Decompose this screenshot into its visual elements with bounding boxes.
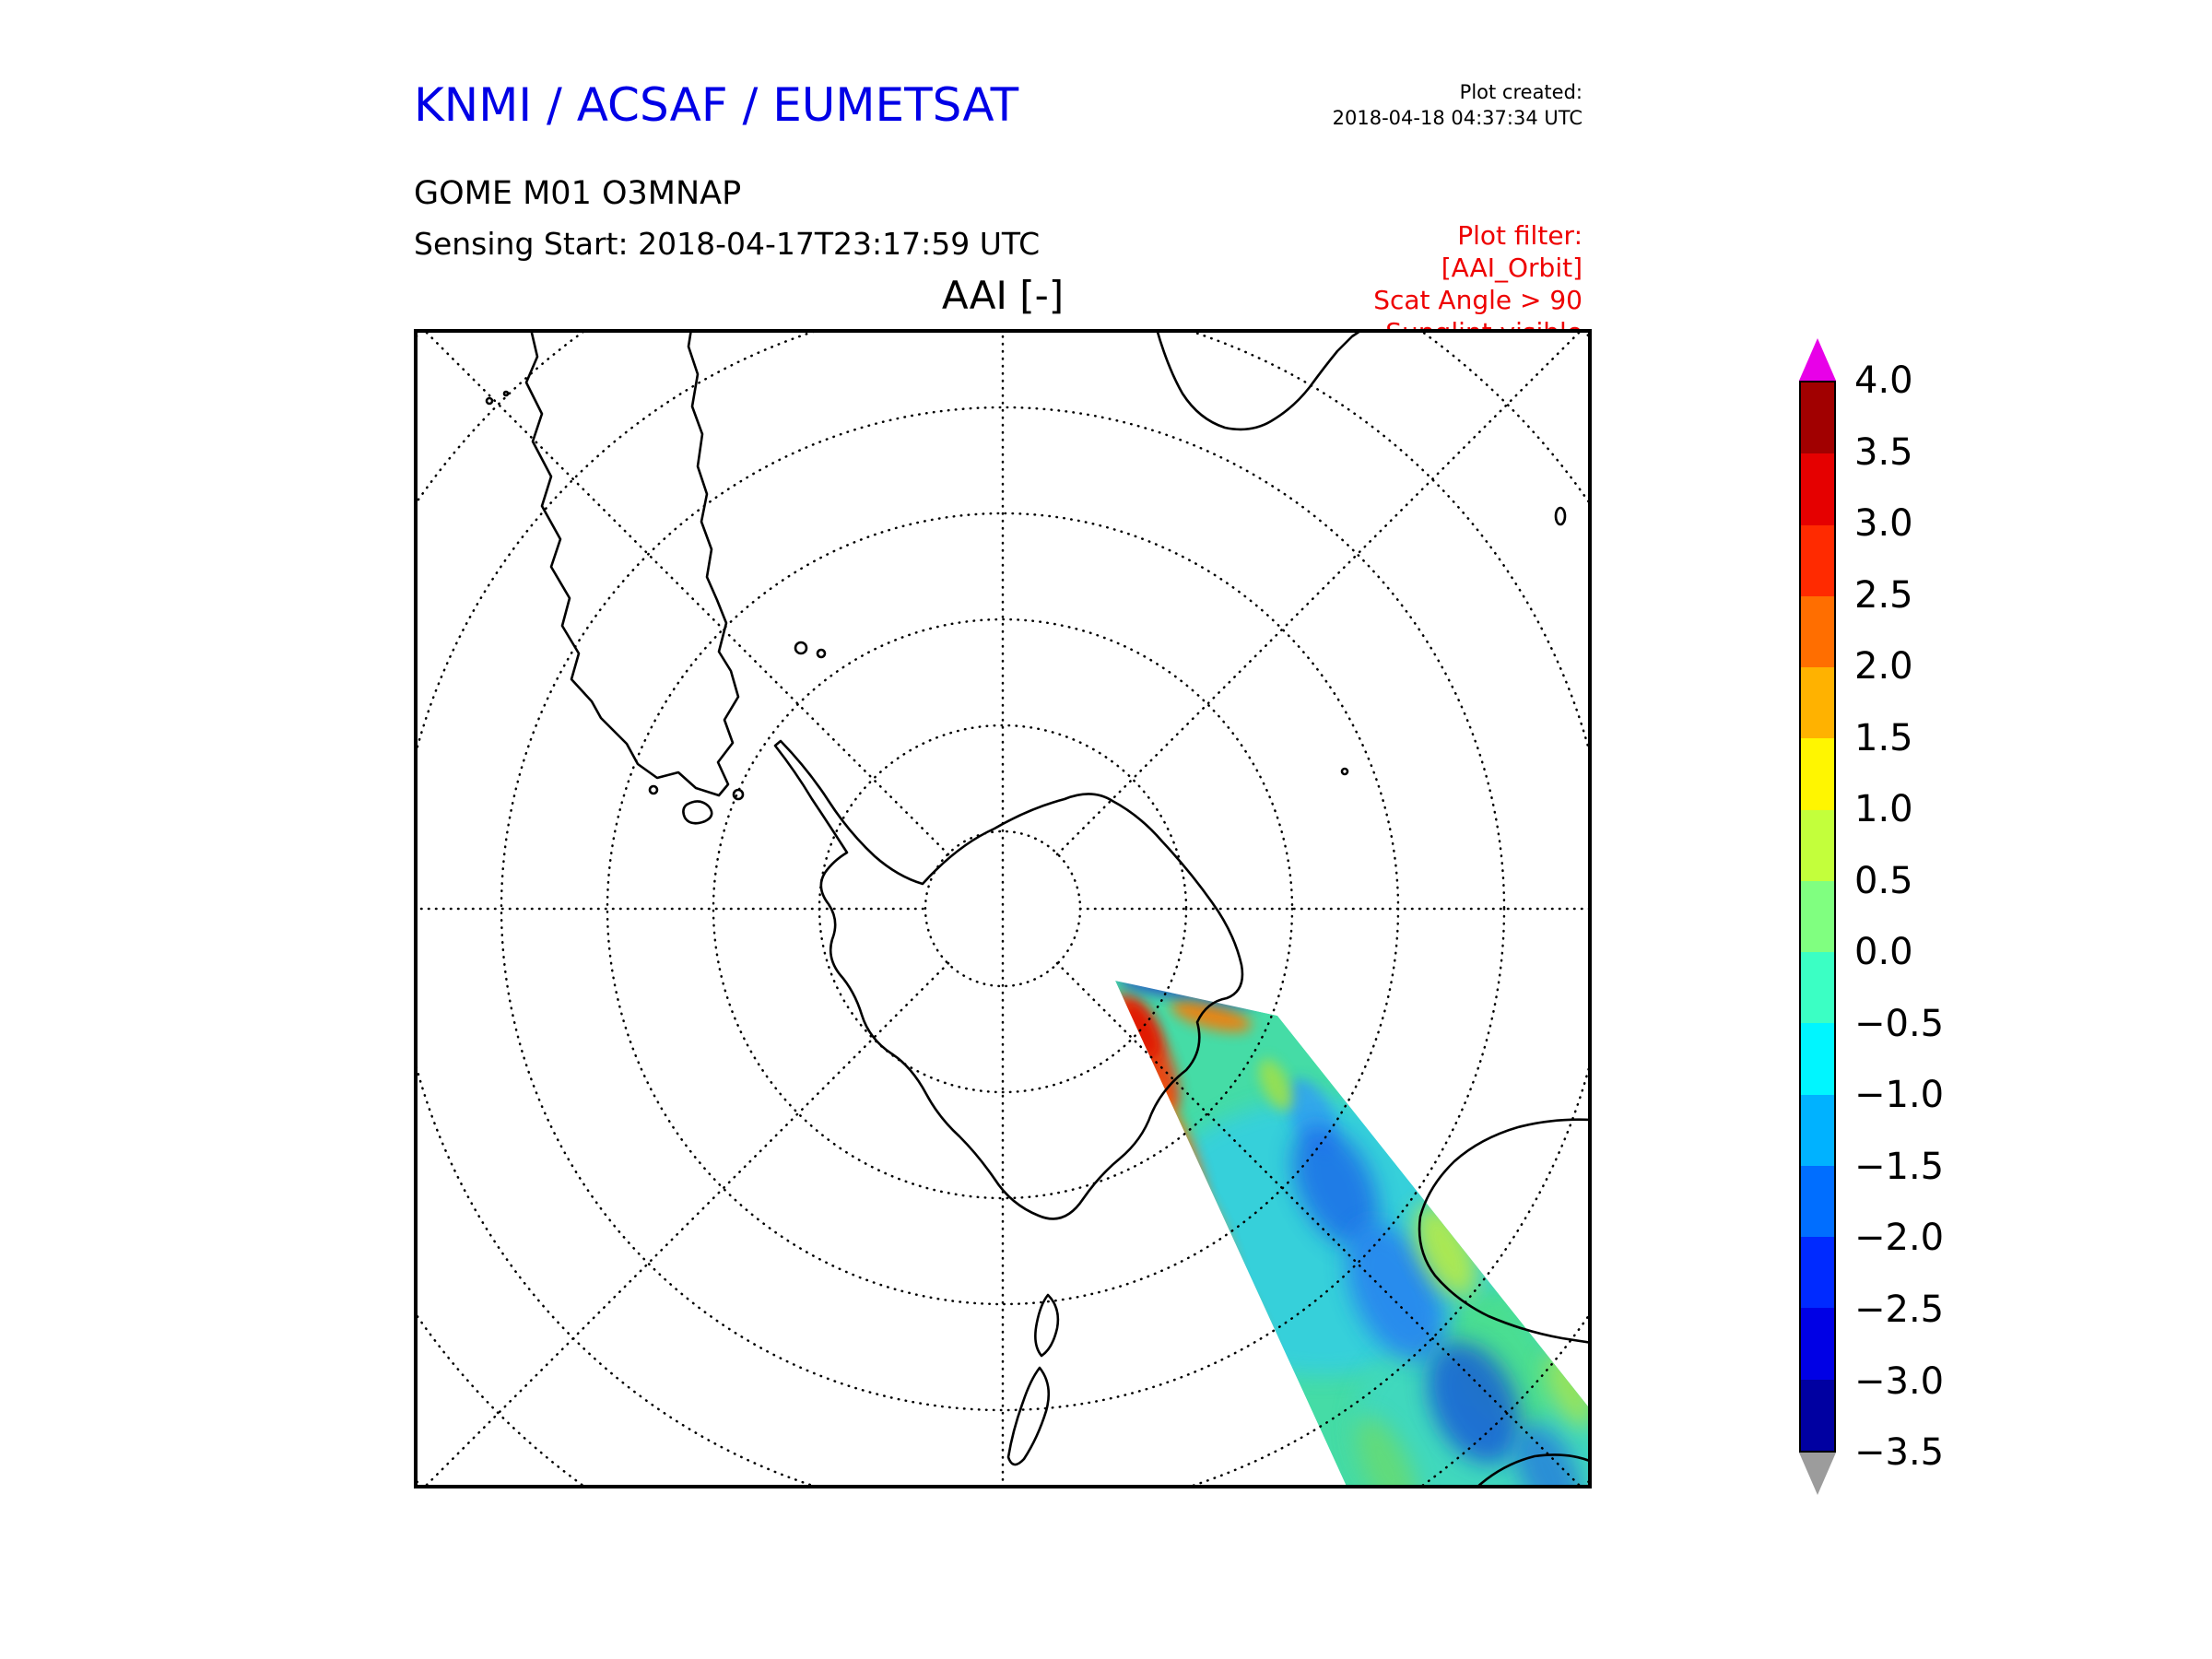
colorbar-tick-label: −2.5	[1854, 1288, 1945, 1331]
colorbar-tick-label: 0.0	[1854, 931, 1913, 973]
colorbar-tick-label: −3.0	[1854, 1360, 1945, 1403]
colorbar-band	[1801, 1308, 1834, 1380]
colorbar-tick-label: −2.0	[1854, 1217, 1945, 1259]
colorbar-ticks: 4.0 3.5 3.0 2.5 2.0 1.5 1.0 0.5 0.0 −0.5…	[1854, 0, 2020, 1659]
coast-new-zealand-north	[1034, 1293, 1060, 1358]
colorbar-band	[1801, 667, 1834, 739]
colorbar-band	[1801, 880, 1834, 953]
coast-antarctica	[773, 739, 1244, 1220]
colorbar-tick-label: −1.0	[1854, 1074, 1945, 1116]
colorbar-band	[1801, 382, 1834, 454]
island-speck	[502, 390, 510, 397]
colorbar-tick-label: 3.5	[1854, 431, 1913, 474]
colorbar-over-arrow	[1799, 338, 1836, 381]
island-speck	[732, 788, 745, 801]
filter-line-3: Scat Angle > 90	[1373, 285, 1583, 315]
map-area	[414, 329, 1592, 1488]
colorbar-band	[1801, 595, 1834, 668]
island-falkland-west	[794, 641, 808, 655]
colorbar-band	[1801, 738, 1834, 810]
map-title: AAI [-]	[941, 273, 1065, 318]
island-madagascar-tip	[1554, 506, 1567, 526]
colorbar-band	[1801, 1379, 1834, 1451]
colorbar-band	[1801, 809, 1834, 881]
coast-australia-southeast	[1474, 1453, 1592, 1488]
colorbar-band	[1801, 1094, 1834, 1166]
island-speck	[1340, 767, 1349, 776]
plot-created-label: Plot created:	[1459, 81, 1583, 103]
colorbar-band	[1801, 1165, 1834, 1238]
colorbar-tick-label: 1.0	[1854, 788, 1913, 830]
coastlines	[485, 329, 1592, 1488]
colorbar	[1799, 338, 1836, 1495]
coast-australia	[1418, 1118, 1592, 1345]
coast-new-zealand-south	[1006, 1366, 1051, 1466]
filter-line-2: [AAI_Orbit]	[1441, 253, 1583, 283]
island-speck	[648, 784, 659, 795]
colorbar-tick-label: −0.5	[1854, 1003, 1945, 1045]
map-frame	[414, 329, 1592, 1488]
colorbar-band	[1801, 453, 1834, 525]
colorbar-tick-label: 3.0	[1854, 502, 1913, 545]
colorbar-tick-label: 0.5	[1854, 860, 1913, 902]
page-title: KNMI / ACSAF / EUMETSAT	[414, 78, 1019, 132]
graticule	[414, 329, 1592, 1488]
colorbar-band	[1801, 1023, 1834, 1095]
filter-line-1: Plot filter:	[1457, 220, 1583, 251]
island-speck	[485, 396, 494, 406]
coast-south-america	[524, 329, 740, 797]
colorbar-tick-label: 4.0	[1854, 359, 1913, 402]
plot-created-timestamp: 2018-04-18 04:37:34 UTC	[1332, 107, 1583, 130]
colorbar-tick-label: 2.0	[1854, 645, 1913, 688]
colorbar-tick-label: −1.5	[1854, 1146, 1945, 1188]
island-falkland-east	[816, 648, 827, 659]
colorbar-band	[1801, 1237, 1834, 1309]
colorbar-band	[1801, 952, 1834, 1024]
colorbar-under-arrow	[1799, 1453, 1836, 1495]
colorbar-tick-label: −3.5	[1854, 1431, 1945, 1474]
colorbar-tick-label: 1.5	[1854, 717, 1913, 759]
colorbar-band	[1801, 524, 1834, 596]
product-name: GOME M01 O3MNAP	[414, 175, 742, 212]
plot-created-block: Plot created: 2018-04-18 04:37:34 UTC	[1333, 79, 1583, 132]
colorbar-tick-label: 2.5	[1854, 574, 1913, 617]
polar-map	[414, 329, 1592, 1488]
coast-africa	[1155, 329, 1365, 431]
colorbar-body	[1799, 381, 1836, 1453]
sensing-start: Sensing Start: 2018-04-17T23:17:59 UTC	[414, 226, 1041, 262]
coast-tierra-del-fuego-island	[682, 800, 713, 825]
